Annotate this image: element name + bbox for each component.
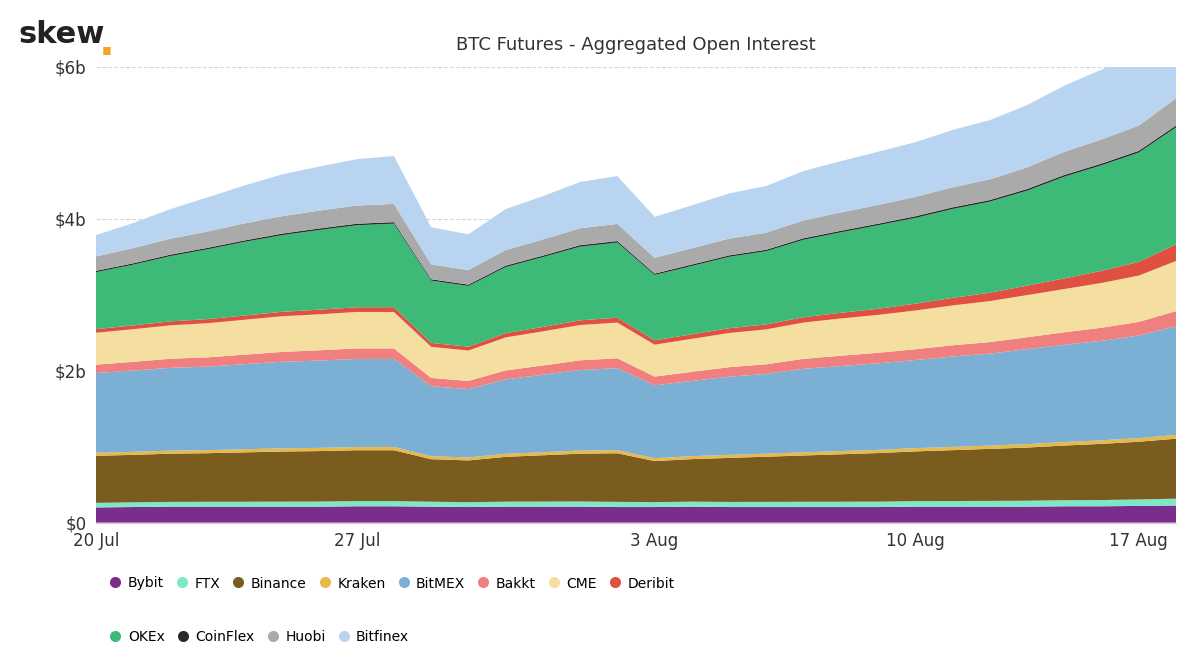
Legend: Bybit, FTX, Binance, Kraken, BitMEX, Bakkt, CME, Deribit: Bybit, FTX, Binance, Kraken, BitMEX, Bak… — [103, 571, 680, 596]
Title: BTC Futures - Aggregated Open Interest: BTC Futures - Aggregated Open Interest — [456, 36, 816, 54]
Text: .: . — [98, 22, 114, 64]
Text: skew: skew — [18, 20, 104, 49]
Legend: OKEx, CoinFlex, Huobi, Bitfinex: OKEx, CoinFlex, Huobi, Bitfinex — [103, 624, 415, 650]
